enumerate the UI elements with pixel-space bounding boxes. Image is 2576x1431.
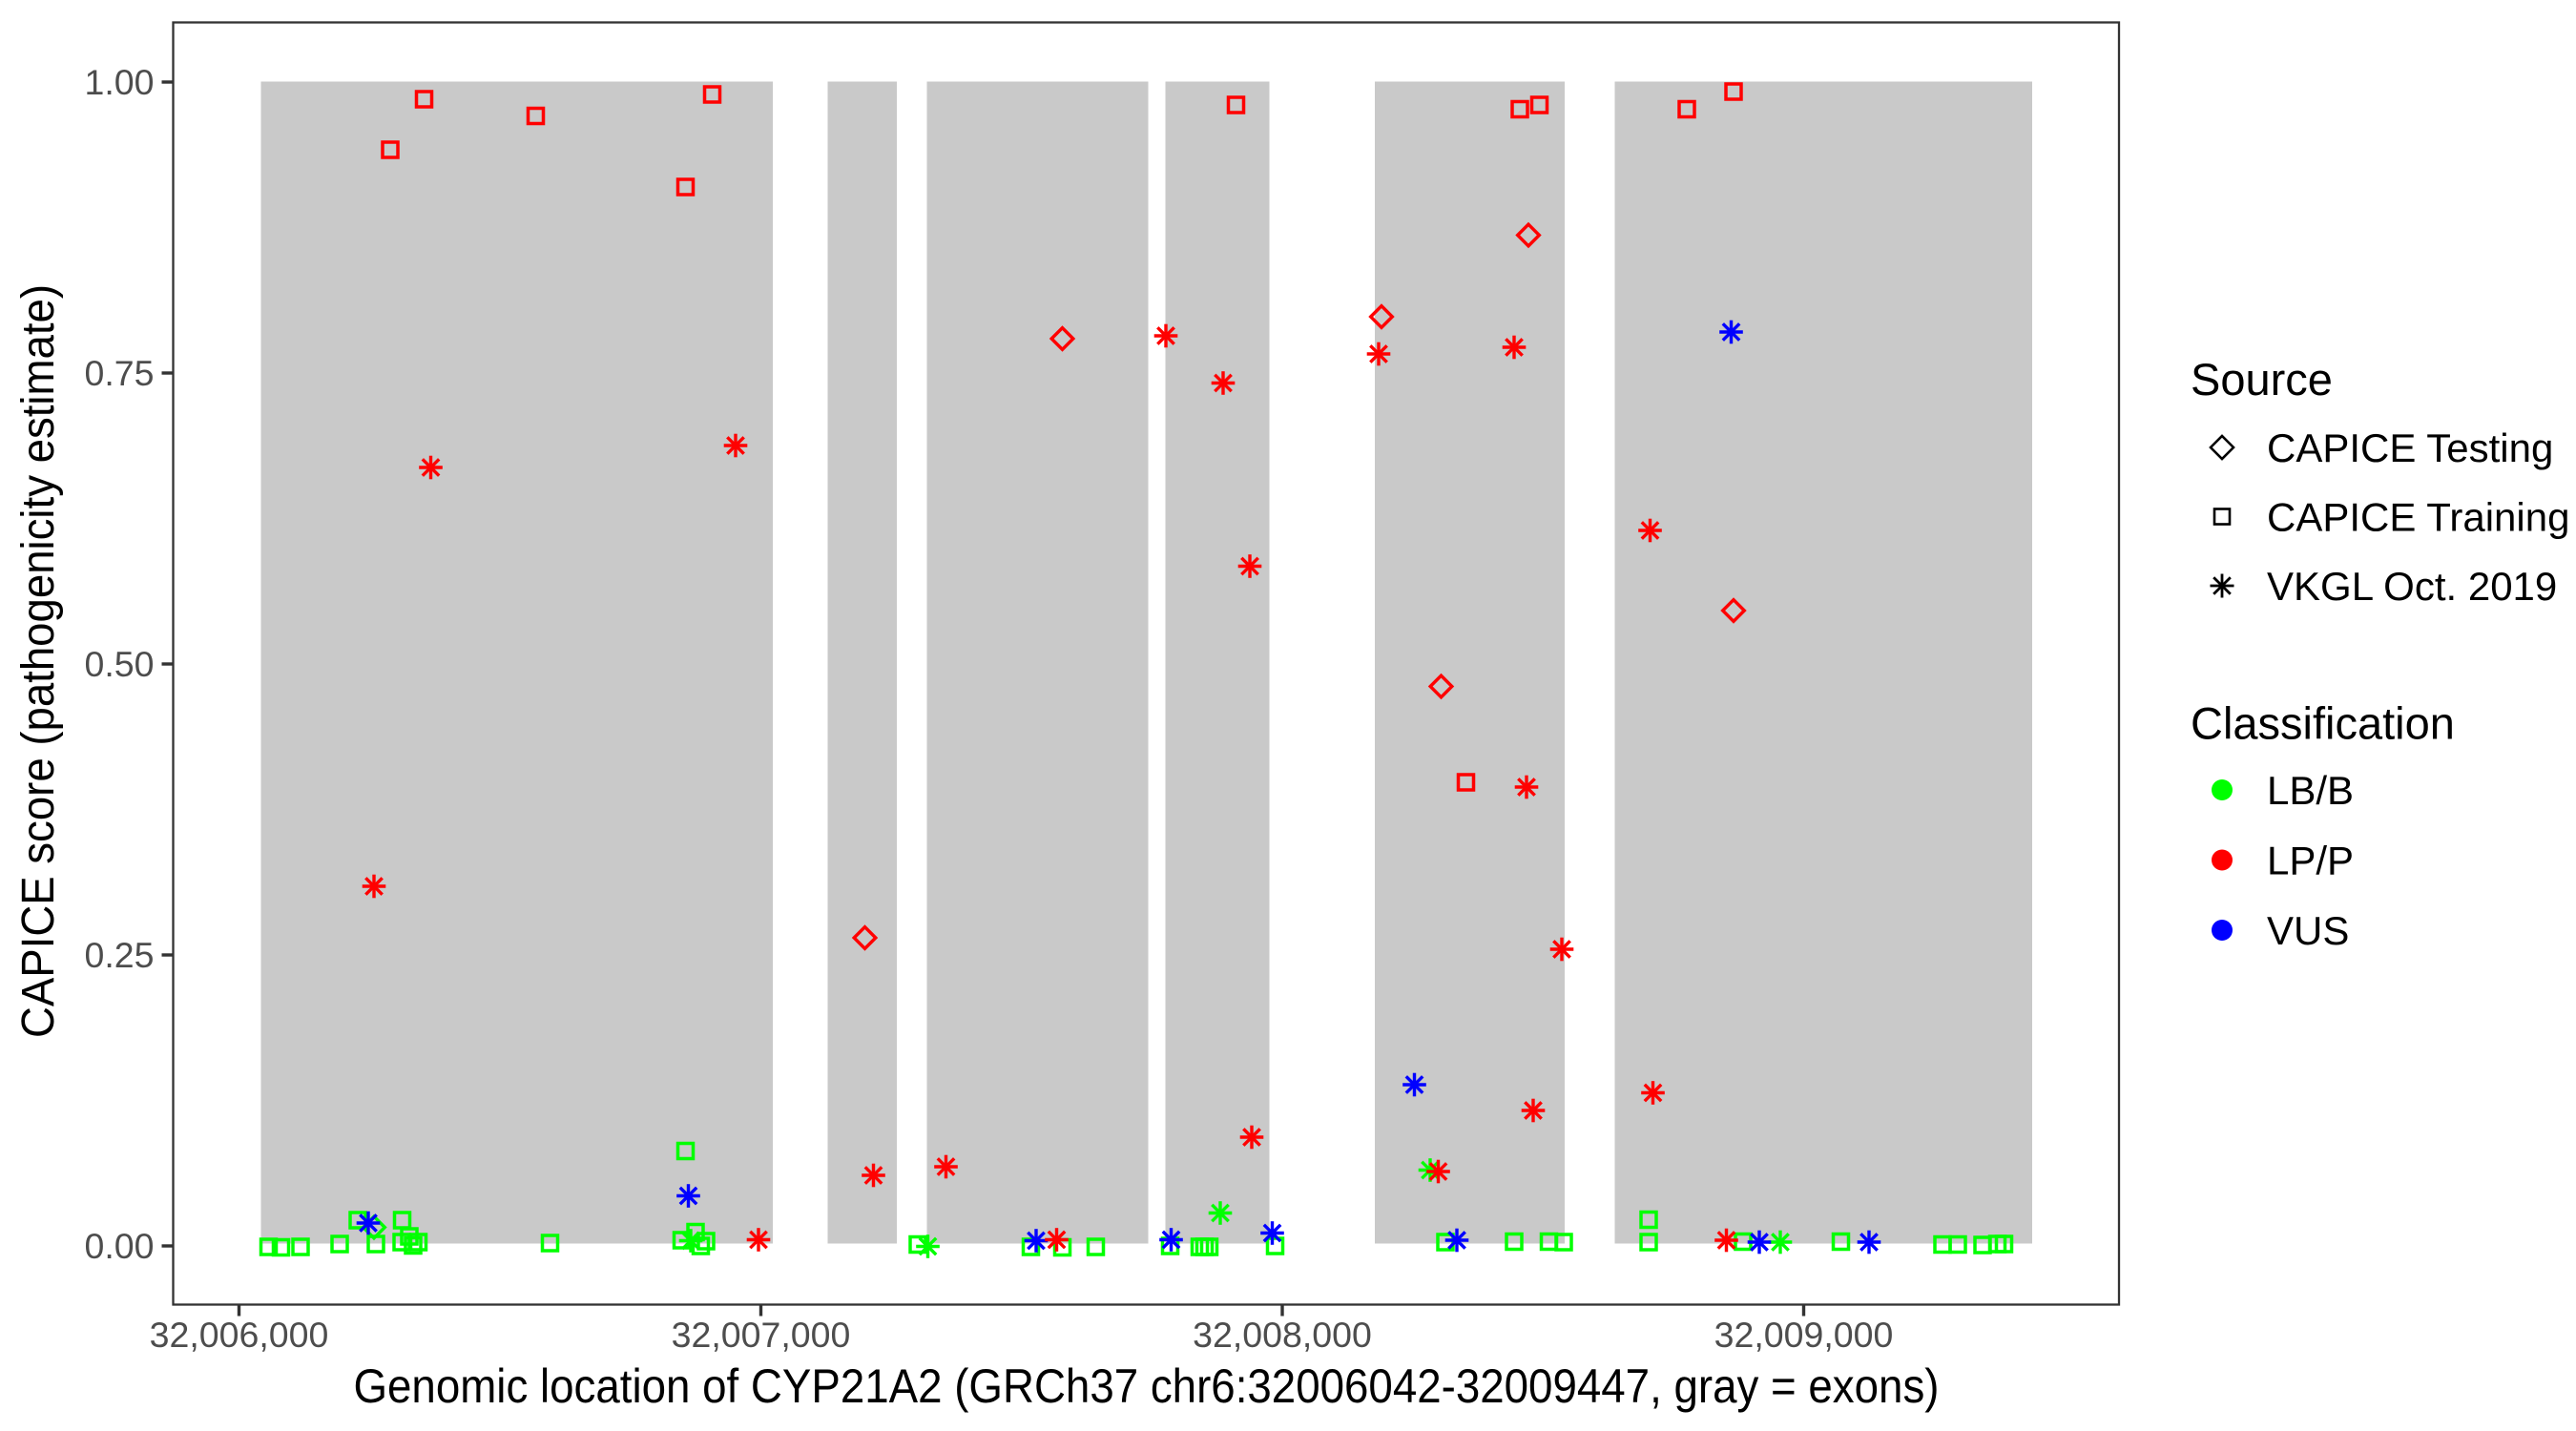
svg-text:VUS: VUS — [2267, 908, 2349, 953]
svg-text:Genomic location of CYP21A2 (G: Genomic location of CYP21A2 (GRCh37 chr6… — [354, 1359, 1940, 1413]
svg-text:32,006,000: 32,006,000 — [150, 1315, 329, 1355]
svg-text:1.00: 1.00 — [85, 62, 155, 102]
svg-text:Classification: Classification — [2191, 698, 2455, 749]
svg-text:LP/P: LP/P — [2267, 839, 2354, 883]
svg-text:0.00: 0.00 — [85, 1226, 155, 1266]
svg-text:0.50: 0.50 — [85, 644, 155, 684]
svg-text:Source: Source — [2191, 354, 2333, 404]
svg-text:CAPICE score (pathogenicity es: CAPICE score (pathogenicity estimate) — [12, 284, 64, 1038]
svg-text:32,008,000: 32,008,000 — [1193, 1315, 1372, 1355]
svg-text:CAPICE Testing: CAPICE Testing — [2267, 425, 2553, 470]
svg-text:32,007,000: 32,007,000 — [672, 1315, 851, 1355]
svg-text:32,009,000: 32,009,000 — [1714, 1315, 1894, 1355]
svg-text:VKGL Oct. 2019: VKGL Oct. 2019 — [2267, 564, 2557, 609]
svg-text:0.75: 0.75 — [85, 353, 155, 393]
svg-text:CAPICE Training: CAPICE Training — [2267, 495, 2569, 540]
svg-text:LB/B: LB/B — [2267, 768, 2354, 813]
svg-text:0.25: 0.25 — [85, 935, 155, 975]
